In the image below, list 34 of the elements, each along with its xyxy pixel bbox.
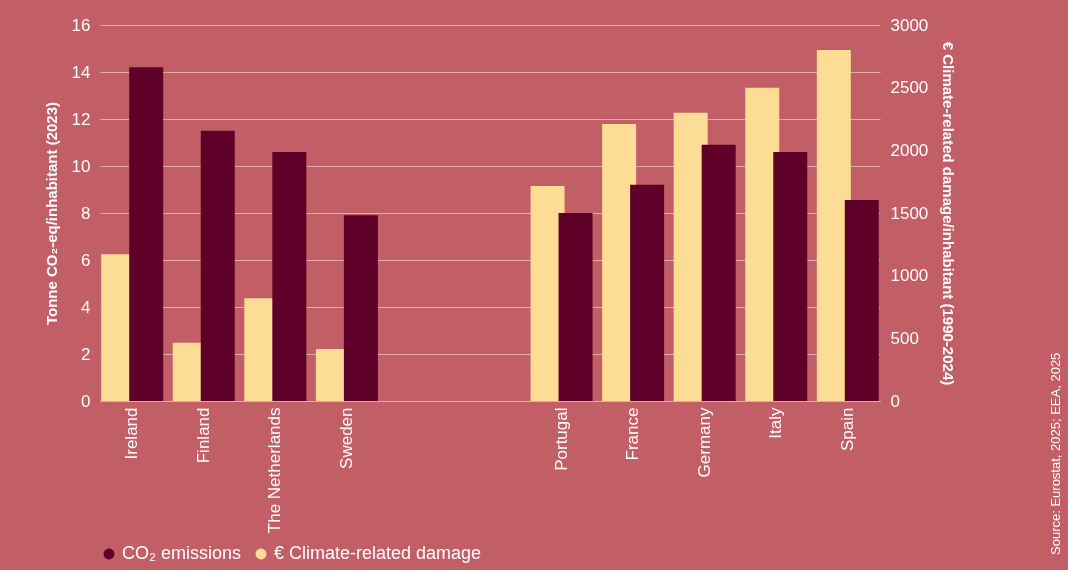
y2-tick-label: 3000 [890,15,929,35]
legend-label: € Climate-related damage [274,543,482,563]
x-tick-label: Portugal [551,407,571,471]
legend-label: CO₂ emissions [122,543,242,563]
x-tick-label: France [623,407,643,461]
y-tick-label: 2 [81,344,91,364]
x-tick-label: Spain [837,407,857,451]
y2-axis-title: € Climate-related damage/inhabitant (1990-2024) [940,41,958,386]
x-tick-label: Italy [766,407,786,439]
x-tick-label: Ireland [122,407,142,460]
y2-tick-label: 2500 [890,78,929,98]
source-note: Source: Eurostat, 2025; EEA, 2025 [1048,352,1063,555]
y2-tick-label: 1000 [890,266,929,286]
y2-tick-label: 1500 [890,203,929,223]
y-tick-label: 10 [71,156,91,176]
bar [129,67,164,401]
x-tick-label: Finland [193,407,213,464]
y2-tick-label: 0 [890,391,900,411]
y-tick-label: 8 [81,203,91,223]
y2-tick-label: 500 [890,328,919,348]
bar [272,151,307,401]
y-tick-label: 12 [71,109,91,129]
x-tick-label: Sweden [336,407,356,469]
bar [343,215,378,401]
y-axis-title: Tonne CO₂-eq/inhabitant (2023) [42,101,60,326]
y-tick-label: 16 [71,15,91,35]
y-tick-label: 4 [81,297,91,317]
y2-tick-label: 2000 [890,140,929,160]
y-tick-label: 0 [81,391,91,411]
x-tick-label: Germany [694,407,714,478]
y-tick-label: 14 [71,62,91,82]
y-tick-label: 6 [81,250,91,270]
bar [200,130,235,401]
x-tick-label: The Netherlands [265,407,285,534]
